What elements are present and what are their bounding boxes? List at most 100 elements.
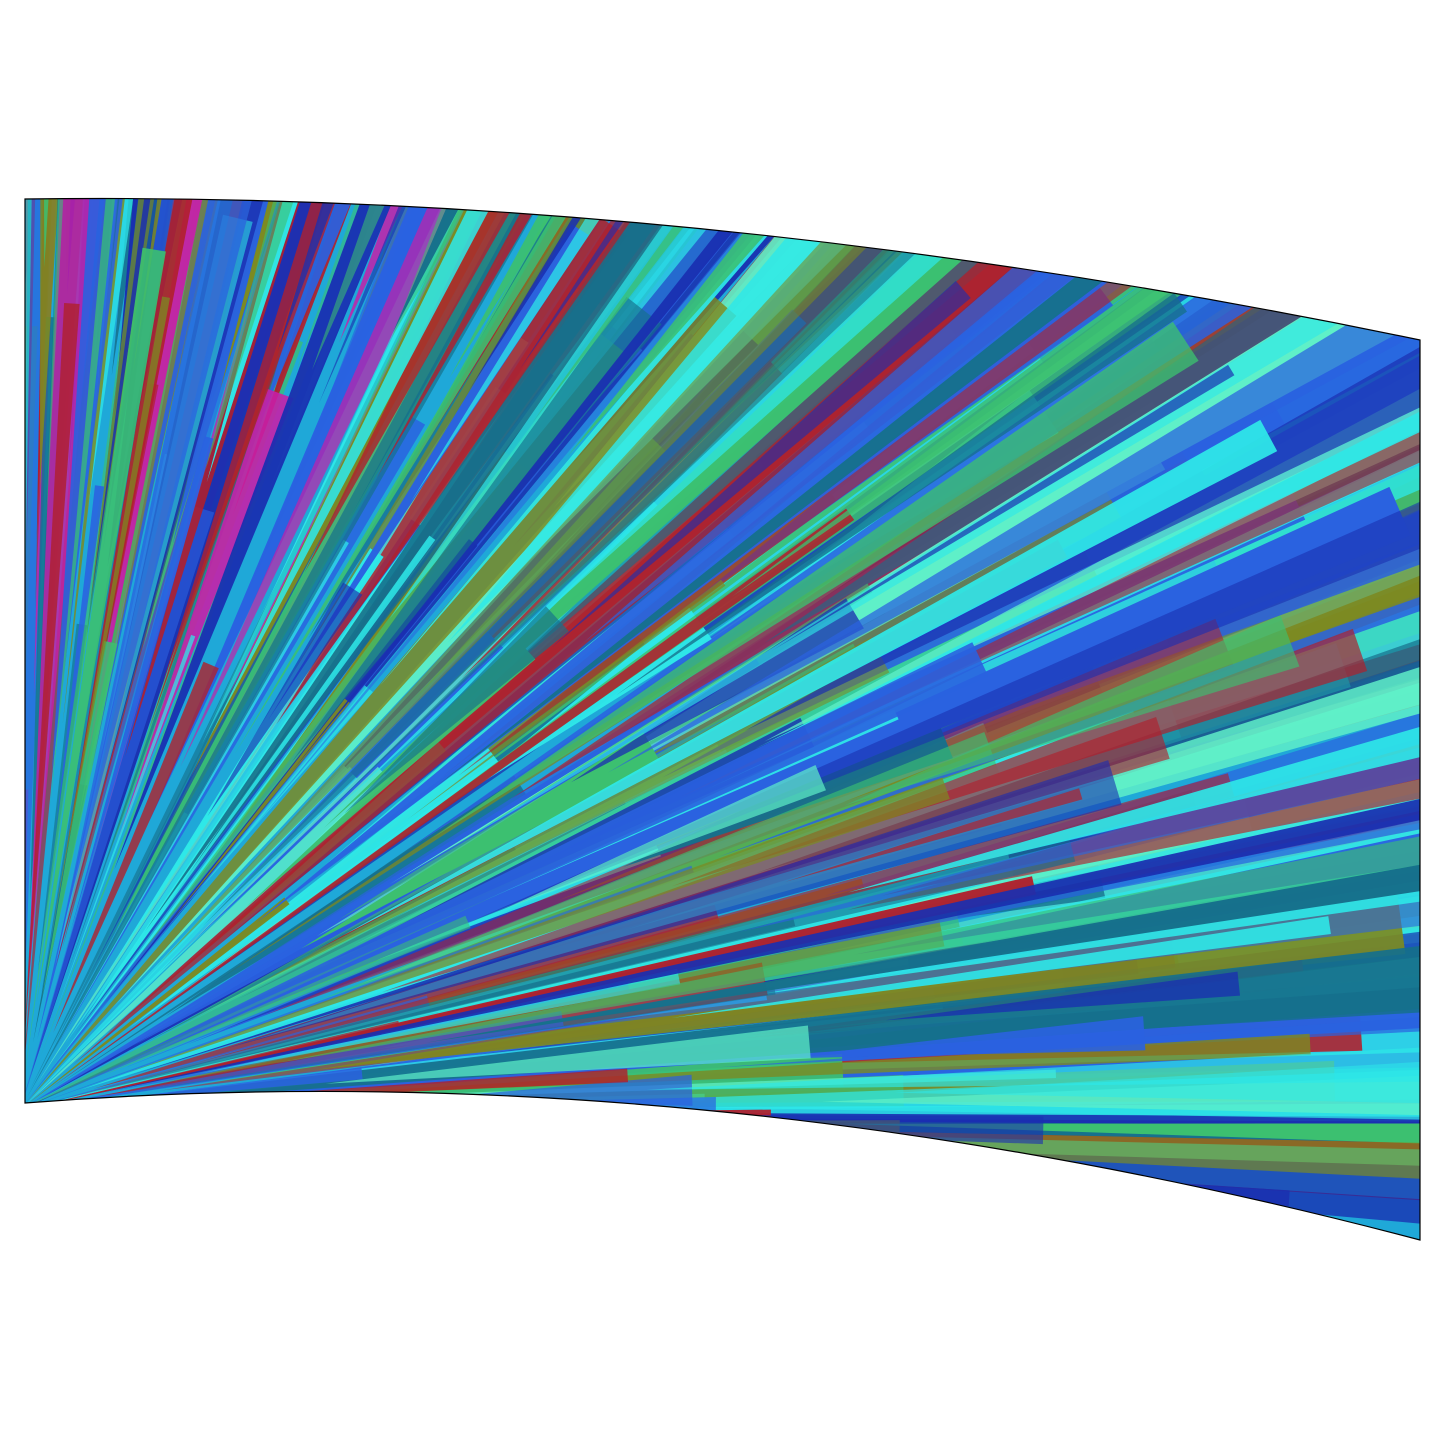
- streak: [435, 198, 1420, 788]
- streak: [568, 198, 1215, 469]
- streak: [671, 916, 1331, 1018]
- streak: [885, 971, 1240, 1021]
- streak: [55, 214, 253, 967]
- streak: [177, 1096, 580, 1117]
- streak: [319, 198, 548, 403]
- streak: [55, 634, 196, 1013]
- streak: [53, 416, 426, 1053]
- streak: [732, 266, 1186, 597]
- streak: [33, 198, 103, 697]
- streak: [318, 732, 1000, 1001]
- streak: [46, 198, 105, 526]
- streak: [116, 388, 294, 845]
- streak: [410, 198, 696, 503]
- streak: [844, 615, 1300, 806]
- streak: [162, 198, 435, 685]
- streak: [50, 539, 349, 1058]
- streak: [27, 293, 737, 1102]
- streak: [391, 1135, 1049, 1188]
- streak: [256, 198, 1316, 923]
- streak: [90, 198, 257, 213]
- streak: [503, 765, 826, 910]
- streak: [550, 280, 971, 649]
- streak: [847, 724, 1420, 893]
- streak: [40, 198, 78, 488]
- streak: [242, 198, 816, 841]
- streak: [25, 942, 1420, 1110]
- streak: [81, 198, 211, 790]
- streak: [407, 579, 726, 820]
- radial-streaks: [25, 198, 1420, 1240]
- streak: [25, 303, 80, 1041]
- streak: [49, 995, 432, 1103]
- streak: [304, 198, 772, 573]
- streak: [198, 773, 1235, 1062]
- streak: [26, 897, 290, 1105]
- streak: [376, 198, 912, 479]
- streak: [183, 1109, 484, 1115]
- streak: [99, 915, 471, 1077]
- streak: [25, 506, 215, 1109]
- streak: [311, 198, 414, 371]
- streak: [376, 198, 1353, 690]
- streak: [538, 198, 1420, 619]
- streak: [66, 198, 265, 851]
- streak: [275, 830, 1420, 1064]
- streak: [51, 198, 126, 774]
- streak: [772, 1016, 1146, 1059]
- streak: [49, 508, 855, 1089]
- streak: [50, 296, 170, 940]
- streak: [755, 198, 1420, 749]
- streak: [328, 198, 1337, 811]
- streak: [234, 198, 985, 755]
- flag-outline: [24, 197, 1421, 1241]
- streak: [261, 198, 421, 421]
- streak: [125, 777, 950, 1074]
- streak: [50, 198, 167, 807]
- streak: [53, 661, 219, 1033]
- streak: [25, 766, 391, 1105]
- streak: [351, 198, 962, 619]
- streak: [114, 198, 507, 870]
- streak: [325, 1025, 811, 1084]
- streak: [36, 247, 166, 1003]
- streak: [62, 198, 130, 725]
- streak: [391, 198, 552, 338]
- streak: [86, 198, 238, 517]
- streak: [124, 198, 324, 758]
- streak: [55, 485, 105, 830]
- streak: [531, 198, 1001, 424]
- streak: [301, 732, 661, 949]
- streak: [608, 198, 1420, 773]
- streak: [28, 1110, 559, 1141]
- streak: [549, 1093, 1420, 1148]
- streak: [772, 364, 1235, 651]
- streak: [99, 198, 487, 799]
- flag-fabric: [25, 198, 1420, 1240]
- streak: [424, 782, 1420, 1043]
- streak: [202, 198, 1255, 927]
- streak: [232, 198, 579, 516]
- streak: [342, 419, 1278, 936]
- streak: [344, 606, 569, 814]
- streak: [432, 321, 1199, 839]
- streak: [59, 198, 401, 943]
- streak: [206, 198, 407, 483]
- streak: [492, 198, 1420, 684]
- streak: [77, 535, 436, 1031]
- streak: [98, 791, 1420, 1094]
- streak: [843, 1122, 1420, 1176]
- streak: [127, 746, 500, 1030]
- streak: [290, 198, 787, 774]
- streak: [54, 1020, 400, 1103]
- streak: [895, 1018, 1420, 1118]
- streak: [167, 698, 350, 927]
- streak: [226, 760, 1122, 1049]
- streak: [104, 1111, 1044, 1145]
- streak: [205, 198, 465, 471]
- streak: [156, 198, 917, 967]
- streak: [646, 1038, 1420, 1090]
- streak: [208, 198, 858, 740]
- streak: [132, 198, 233, 374]
